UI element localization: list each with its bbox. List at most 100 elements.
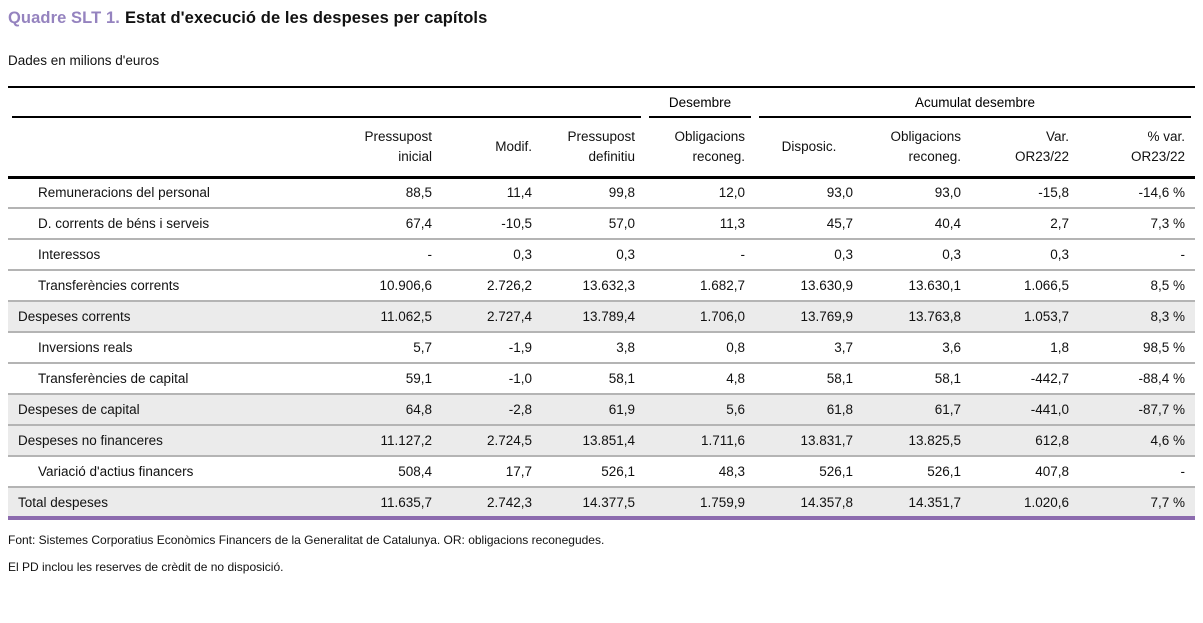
cell-value: 3,6 (942, 340, 961, 355)
table-row: Remuneracions del personal 88,5 11,4 99,8 12… (8, 177, 1195, 208)
cell-value: -442,7 (1030, 371, 1069, 386)
column-header: Pressupost inicial (306, 118, 442, 179)
cell-value: 1.759,9 (699, 494, 745, 510)
cell-value: 13.851,4 (582, 433, 635, 448)
cell-value: 0,8 (726, 340, 745, 355)
table-row: Despeses de capital 64,8 -2,8 61,9 5,6 61,8 61… (8, 394, 1195, 425)
cell-value: 10.906,6 (379, 278, 432, 293)
cell-value: 1.020,6 (1023, 494, 1069, 510)
cell-value: 58,1 (826, 371, 853, 386)
table-row: Interessos - 0,3 0,3 - 0,3 0,3 0,3 - (8, 239, 1195, 270)
cell-value: 0,3 (1050, 247, 1069, 262)
row-label: Despeses corrents (18, 309, 131, 324)
group-header-spacer (8, 87, 645, 118)
cell-value: 8,5 % (1150, 278, 1185, 293)
cell-value: 14.377,5 (582, 494, 635, 510)
cell-value: 93,0 (934, 185, 961, 201)
cell-value: 2.742,3 (486, 494, 532, 510)
cell-value: 526,1 (601, 464, 635, 479)
cell-value: 13.831,7 (800, 433, 853, 448)
cell-value: 58,1 (934, 371, 961, 386)
row-label: Despeses de capital (18, 402, 140, 417)
cell-value: 5,7 (413, 340, 432, 355)
cell-value: 58,1 (608, 371, 635, 386)
cell-value: -1,9 (508, 340, 532, 355)
group-header-acumulat-cell: Acumulat desembre (755, 87, 1195, 118)
cell-value: 13.769,9 (800, 309, 853, 324)
cell-value: 48,3 (718, 464, 745, 479)
expenses-execution-table: Desembre Acumulat desembre Pressupost ini… (8, 86, 1195, 520)
cell-value: 57,0 (608, 216, 635, 231)
cell-value: 7,7 % (1150, 494, 1185, 510)
group-header-acumulat: Acumulat desembre (759, 88, 1191, 118)
cell-value: 11.635,7 (380, 494, 432, 510)
cell-value: 0,3 (513, 247, 532, 262)
row-label: Remuneracions del personal (38, 185, 210, 201)
cell-value: 4,6 % (1150, 433, 1185, 448)
table-row: D. corrents de béns i serveis 67,4 -10,5 57… (8, 208, 1195, 239)
row-label: Transferències corrents (38, 278, 180, 293)
cell-value: 61,7 (934, 402, 961, 417)
cell-value: -87,7 % (1138, 402, 1185, 417)
cell-value: 45,7 (826, 216, 853, 231)
table-row: Despeses corrents 11.062,5 2.727,4 13.789,4… (8, 301, 1195, 332)
cell-value: 2,7 (1050, 216, 1069, 231)
column-header: Modif. (442, 118, 542, 179)
cell-value: -15,8 (1038, 185, 1069, 201)
row-label: Total despeses (18, 494, 109, 510)
cell-value: - (1180, 464, 1186, 479)
cell-value: 7,3 % (1150, 216, 1185, 231)
column-header: Var. OR23/22 (971, 118, 1079, 179)
cell-value: -10,5 (501, 216, 532, 231)
column-header: Disposic. (755, 118, 863, 179)
table-row: Despeses no financeres 11.127,2 2.724,5 13.… (8, 425, 1195, 456)
cell-value: 0,3 (942, 247, 961, 262)
cell-value: 17,7 (505, 464, 532, 479)
cell-value: 13.789,4 (582, 309, 635, 324)
row-label: D. corrents de béns i serveis (38, 216, 210, 231)
cell-value: 11.127,2 (380, 433, 432, 448)
cell-value: - (427, 247, 433, 262)
cell-value: 40,4 (934, 216, 961, 231)
cell-value: 14.351,7 (908, 494, 961, 510)
cell-value: -88,4 % (1138, 371, 1185, 386)
cell-value: 13.630,9 (800, 278, 853, 293)
cell-value: 0,3 (834, 247, 853, 262)
cell-value: 88,5 (405, 185, 432, 201)
table-footnotes: Font: Sistemes Corporatius Econòmics Fin… (8, 533, 1195, 574)
cell-value: 1.066,5 (1023, 278, 1069, 293)
cell-value: 8,3 % (1150, 309, 1185, 324)
cell-value: 11.062,5 (380, 309, 432, 324)
cell-value: 13.630,1 (908, 278, 961, 293)
group-header-row: Desembre Acumulat desembre (8, 87, 1195, 118)
cell-value: 2.726,2 (486, 278, 532, 293)
cell-value: 2.724,5 (486, 433, 532, 448)
column-header: Pressupost definitiu (542, 118, 645, 179)
cell-value: 3,8 (616, 340, 635, 355)
column-header-row: Pressupost inicial Modif. Pressupost definit… (8, 118, 1195, 179)
cell-value: 11,4 (506, 185, 532, 201)
cell-value: 12,0 (718, 185, 745, 201)
cell-value: 1.706,0 (699, 309, 745, 324)
cell-value: 1.682,7 (699, 278, 745, 293)
cell-value: 1,8 (1050, 340, 1069, 355)
cell-value: 93,0 (826, 185, 853, 201)
cell-value: 526,1 (819, 464, 853, 479)
cell-value: -1,0 (508, 371, 532, 386)
cell-value: 67,4 (405, 216, 432, 231)
column-header: % var. OR23/22 (1079, 118, 1195, 179)
quadre-number-label: Quadre SLT 1. (8, 9, 120, 27)
cell-value: 407,8 (1035, 464, 1069, 479)
cell-value: 1.053,7 (1023, 309, 1069, 324)
cell-value: 14.357,8 (800, 494, 853, 510)
cell-value: 0,3 (616, 247, 635, 262)
cell-value: 13.763,8 (908, 309, 961, 324)
table-row: Inversions reals 5,7 -1,9 3,8 0,8 3,7 3,6 1,8 98… (8, 332, 1195, 363)
page-title: Quadre SLT 1. Estat d'execució de les des… (8, 9, 1195, 28)
cell-value: 508,4 (398, 464, 432, 479)
cell-value: -14,6 % (1138, 185, 1185, 201)
title-text: Estat d'execució de les despeses per cap… (124, 9, 488, 27)
table-row: Total despeses 11.635,7 2.742,3 14.377,5 1.7… (8, 487, 1195, 518)
column-header: Obligacions reconeg. (645, 118, 755, 179)
column-header: Obligacions reconeg. (863, 118, 971, 179)
